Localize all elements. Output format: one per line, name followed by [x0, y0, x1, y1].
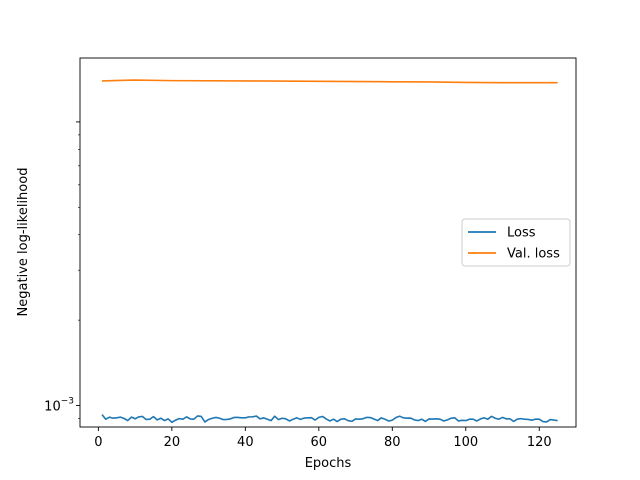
x-tick-label: 0 [94, 435, 102, 450]
legend-label: Val. loss [507, 247, 560, 262]
x-axis-label: Epochs [305, 456, 352, 471]
x-tick-label: 120 [527, 435, 552, 450]
series-line-0 [101, 414, 558, 424]
y-axis-label: Negative log-likelihood [16, 168, 31, 317]
x-tick-label: 80 [384, 435, 401, 450]
axes-frame [79, 57, 577, 428]
x-tick-label: 40 [237, 435, 254, 450]
series-layer [101, 79, 558, 424]
y-tick-label: 10−3 [44, 397, 74, 415]
legend: Loss Val. loss [461, 218, 571, 267]
y-ticks: 10−3 [44, 121, 80, 419]
series-line-1 [102, 79, 558, 84]
legend-box [461, 218, 571, 267]
x-tick-label: 20 [164, 435, 181, 450]
x-tick-label: 60 [311, 435, 328, 450]
x-tick-label: 100 [453, 435, 478, 450]
legend-label: Loss [507, 226, 536, 241]
x-ticks: 0 20 40 60 80 100 120 [94, 427, 552, 450]
